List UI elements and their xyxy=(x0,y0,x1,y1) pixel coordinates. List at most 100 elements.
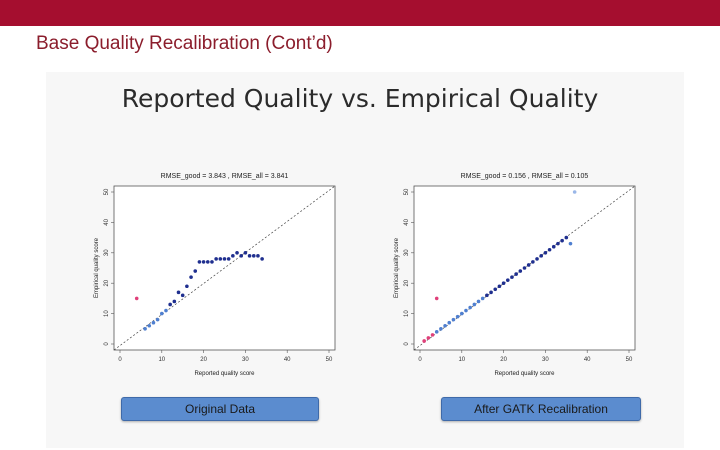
data-point xyxy=(239,254,244,258)
x-tick-label: 0 xyxy=(118,357,122,363)
data-point xyxy=(489,290,493,295)
y-tick-label: 40 xyxy=(404,218,410,225)
rmse-label: RMSE_good = 3.843 , RMSE_all = 3.841 xyxy=(161,173,289,180)
data-point xyxy=(193,269,198,273)
data-point xyxy=(564,235,569,240)
x-axis-label: Reported quality score xyxy=(194,371,255,377)
data-point xyxy=(243,251,248,255)
data-point xyxy=(231,254,235,258)
data-point xyxy=(510,275,514,279)
data-point xyxy=(522,266,527,270)
y-tick-label: 0 xyxy=(404,342,410,346)
data-point xyxy=(222,257,227,261)
data-point xyxy=(185,284,189,289)
data-point xyxy=(455,314,460,319)
y-tick-label: 40 xyxy=(104,218,110,225)
data-point xyxy=(426,336,431,340)
caption-after-gatk: After GATK Recalibration xyxy=(441,397,641,421)
x-tick-label: 10 xyxy=(158,357,165,363)
data-point xyxy=(480,296,485,301)
data-point xyxy=(434,296,439,301)
data-point xyxy=(560,238,564,243)
data-point xyxy=(568,241,573,246)
x-tick-label: 20 xyxy=(200,357,207,363)
data-point xyxy=(485,293,489,298)
data-point xyxy=(172,299,177,304)
y-tick-label: 50 xyxy=(104,188,110,195)
y-tick-label: 0 xyxy=(104,342,110,346)
y-axis-label: Empirical quality score xyxy=(394,237,400,298)
x-tick-label: 0 xyxy=(418,357,422,363)
data-point xyxy=(464,308,468,313)
data-point xyxy=(164,308,168,313)
data-point xyxy=(443,323,447,328)
data-point xyxy=(168,302,172,307)
data-point xyxy=(189,275,193,279)
data-point xyxy=(205,260,210,264)
data-point xyxy=(210,260,214,264)
data-point xyxy=(556,241,560,246)
data-point xyxy=(422,339,426,343)
x-tick-label: 50 xyxy=(326,357,333,363)
x-axis-label: Reported quality score xyxy=(494,371,555,377)
y-tick-label: 10 xyxy=(104,310,110,317)
data-point xyxy=(460,311,464,316)
caption-original-data: Original Data xyxy=(121,397,319,421)
data-point xyxy=(251,254,256,258)
y-tick-label: 30 xyxy=(404,249,410,256)
data-point xyxy=(547,247,552,252)
data-point xyxy=(151,320,156,325)
data-point xyxy=(539,254,544,258)
y-tick-label: 20 xyxy=(404,279,410,286)
x-tick-label: 10 xyxy=(458,357,465,363)
data-point xyxy=(497,284,502,289)
figure-heading: Reported Quality vs. Empirical Quality xyxy=(121,84,599,113)
data-point xyxy=(451,317,456,322)
data-point xyxy=(256,254,260,258)
y-axis-label: Empirical quality score xyxy=(94,237,100,298)
reference-line xyxy=(113,185,336,351)
data-point xyxy=(476,299,481,304)
data-point xyxy=(218,257,223,261)
y-tick-label: 10 xyxy=(404,310,410,317)
data-point xyxy=(543,251,548,255)
data-point xyxy=(235,251,239,255)
data-point xyxy=(447,320,452,325)
data-point xyxy=(134,296,139,301)
data-point xyxy=(143,327,147,331)
data-point xyxy=(501,281,506,285)
x-tick-label: 40 xyxy=(584,357,591,363)
data-point xyxy=(201,260,206,264)
x-tick-label: 20 xyxy=(500,357,507,363)
slide-title: Base Quality Recalibration (Cont’d) xyxy=(36,33,333,54)
data-point xyxy=(214,257,218,261)
data-point xyxy=(226,257,231,261)
data-point xyxy=(155,317,160,322)
scatter-plot-recalibrated: RMSE_good = 0.156 , RMSE_all = 0.105 0 10 2… xyxy=(394,173,636,377)
data-point xyxy=(535,257,539,261)
data-point xyxy=(147,323,152,328)
data-point xyxy=(434,330,439,334)
x-tick-label: 40 xyxy=(284,357,291,363)
title-bar xyxy=(0,0,720,26)
scatter-plot-original: RMSE_good = 3.843 , RMSE_all = 3.841 0 10 2… xyxy=(94,173,336,377)
data-point xyxy=(439,327,443,331)
data-point xyxy=(260,257,264,261)
data-point xyxy=(551,244,556,249)
data-point xyxy=(518,269,523,273)
data-point xyxy=(197,260,202,264)
y-tick-label: 30 xyxy=(104,249,110,256)
data-point xyxy=(514,272,518,276)
data-point xyxy=(430,333,435,337)
data-point xyxy=(472,302,477,307)
data-point xyxy=(176,290,181,295)
data-point xyxy=(531,260,535,264)
data-point xyxy=(247,254,252,258)
data-point xyxy=(493,287,498,292)
data-point xyxy=(505,278,510,282)
rmse-label: RMSE_good = 0.156 , RMSE_all = 0.105 xyxy=(461,173,589,180)
data-point xyxy=(160,311,164,316)
x-tick-label: 50 xyxy=(626,357,633,363)
data-point xyxy=(180,293,185,298)
data-point xyxy=(572,190,577,194)
